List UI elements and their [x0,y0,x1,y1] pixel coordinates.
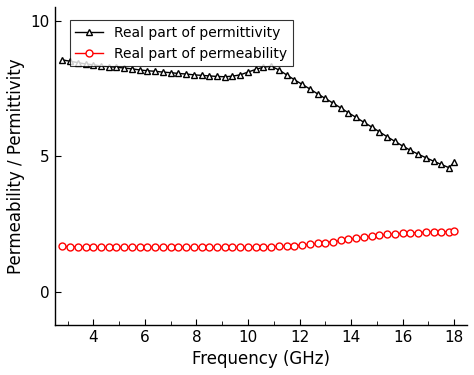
Real part of permittivity [91,63,96,67]
Real part of permittivity [451,160,457,165]
Real part of permittivity [60,58,65,62]
Real part of permeability [60,244,65,249]
Real part of permeability [253,245,258,249]
Real part of permittivity [423,155,428,160]
Real part of permeability [307,242,313,246]
Real part of permeability [322,240,328,245]
Legend: Real part of permittivity, Real part of permeability: Real part of permittivity, Real part of … [70,20,293,66]
Real part of permeability [431,230,437,234]
Line: Real part of permittivity: Real part of permittivity [59,56,457,171]
Real part of permeability [98,245,104,249]
X-axis label: Frequency (GHz): Frequency (GHz) [192,350,330,368]
Real part of permeability [207,245,212,249]
Real part of permeability [451,229,457,233]
Line: Real part of permeability: Real part of permeability [59,228,457,251]
Real part of permittivity [199,73,204,78]
Real part of permittivity [446,165,452,170]
Y-axis label: Permeability / Permittivity: Permeability / Permittivity [7,58,25,274]
Real part of permeability [82,245,88,249]
Real part of permittivity [299,82,305,87]
Real part of permittivity [245,70,251,74]
Real part of permittivity [315,92,320,96]
